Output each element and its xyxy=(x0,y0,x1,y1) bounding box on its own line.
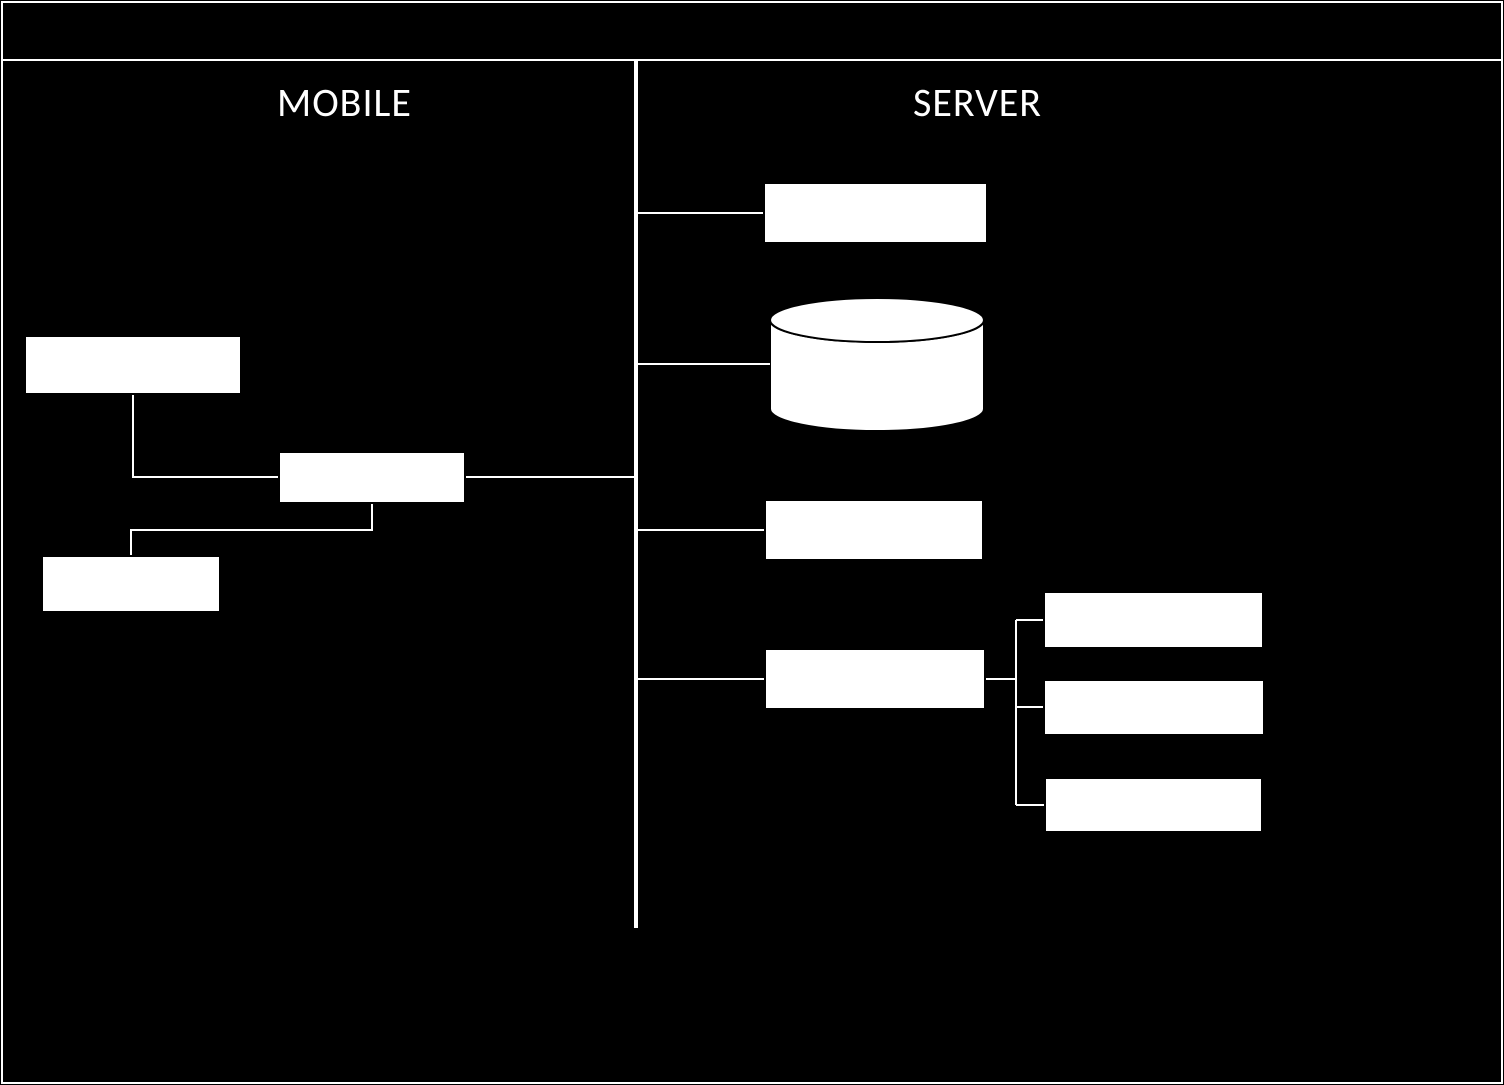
node-server-1 xyxy=(763,182,988,244)
title-server: SERVER xyxy=(913,78,1042,127)
node-right-1 xyxy=(1043,591,1264,649)
node-mobile-mid xyxy=(278,451,466,504)
node-mobile-top xyxy=(24,335,242,395)
node-server-3 xyxy=(764,499,984,561)
node-right-3 xyxy=(1044,777,1263,833)
node-server-db xyxy=(770,298,984,431)
title-mobile: MOBILE xyxy=(277,78,412,127)
diagram-edges xyxy=(0,0,1504,1085)
node-mobile-bottom xyxy=(41,555,221,613)
diagram-canvas: MOBILE SERVER xyxy=(0,0,1504,1085)
node-right-2 xyxy=(1043,679,1265,736)
node-server-4 xyxy=(764,648,986,710)
